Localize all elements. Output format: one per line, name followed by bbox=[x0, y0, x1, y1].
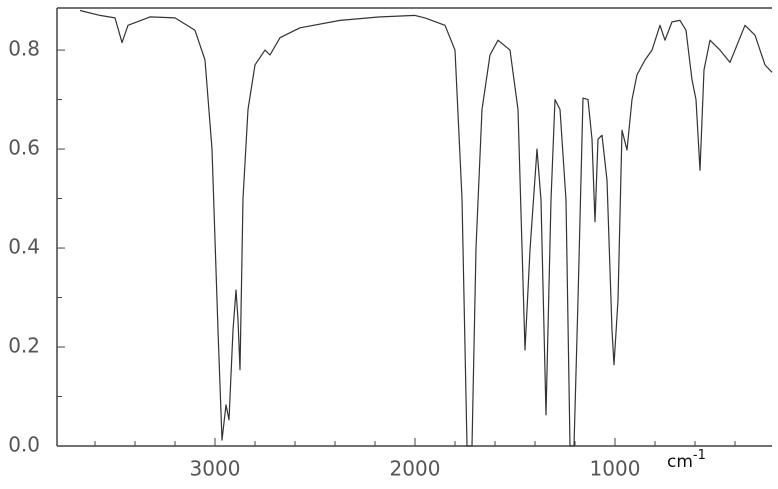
x-tick-label: 2000 bbox=[390, 457, 441, 481]
y-tick-label: 0.6 bbox=[8, 136, 40, 160]
y-tick-label: 0.2 bbox=[8, 334, 40, 358]
x-tick-label: 1000 bbox=[590, 457, 641, 481]
spectrum-line bbox=[79, 9, 773, 447]
x-axis-label-base: cm bbox=[667, 452, 693, 472]
y-tick-label: 0.8 bbox=[8, 37, 40, 61]
x-axis-label: cm-1 bbox=[667, 448, 706, 473]
x-tick-label: 3000 bbox=[190, 457, 241, 481]
x-axis-label-sup: -1 bbox=[693, 448, 706, 463]
y-tick-label: 0.4 bbox=[8, 235, 40, 259]
y-tick-label: 0.0 bbox=[8, 433, 40, 457]
